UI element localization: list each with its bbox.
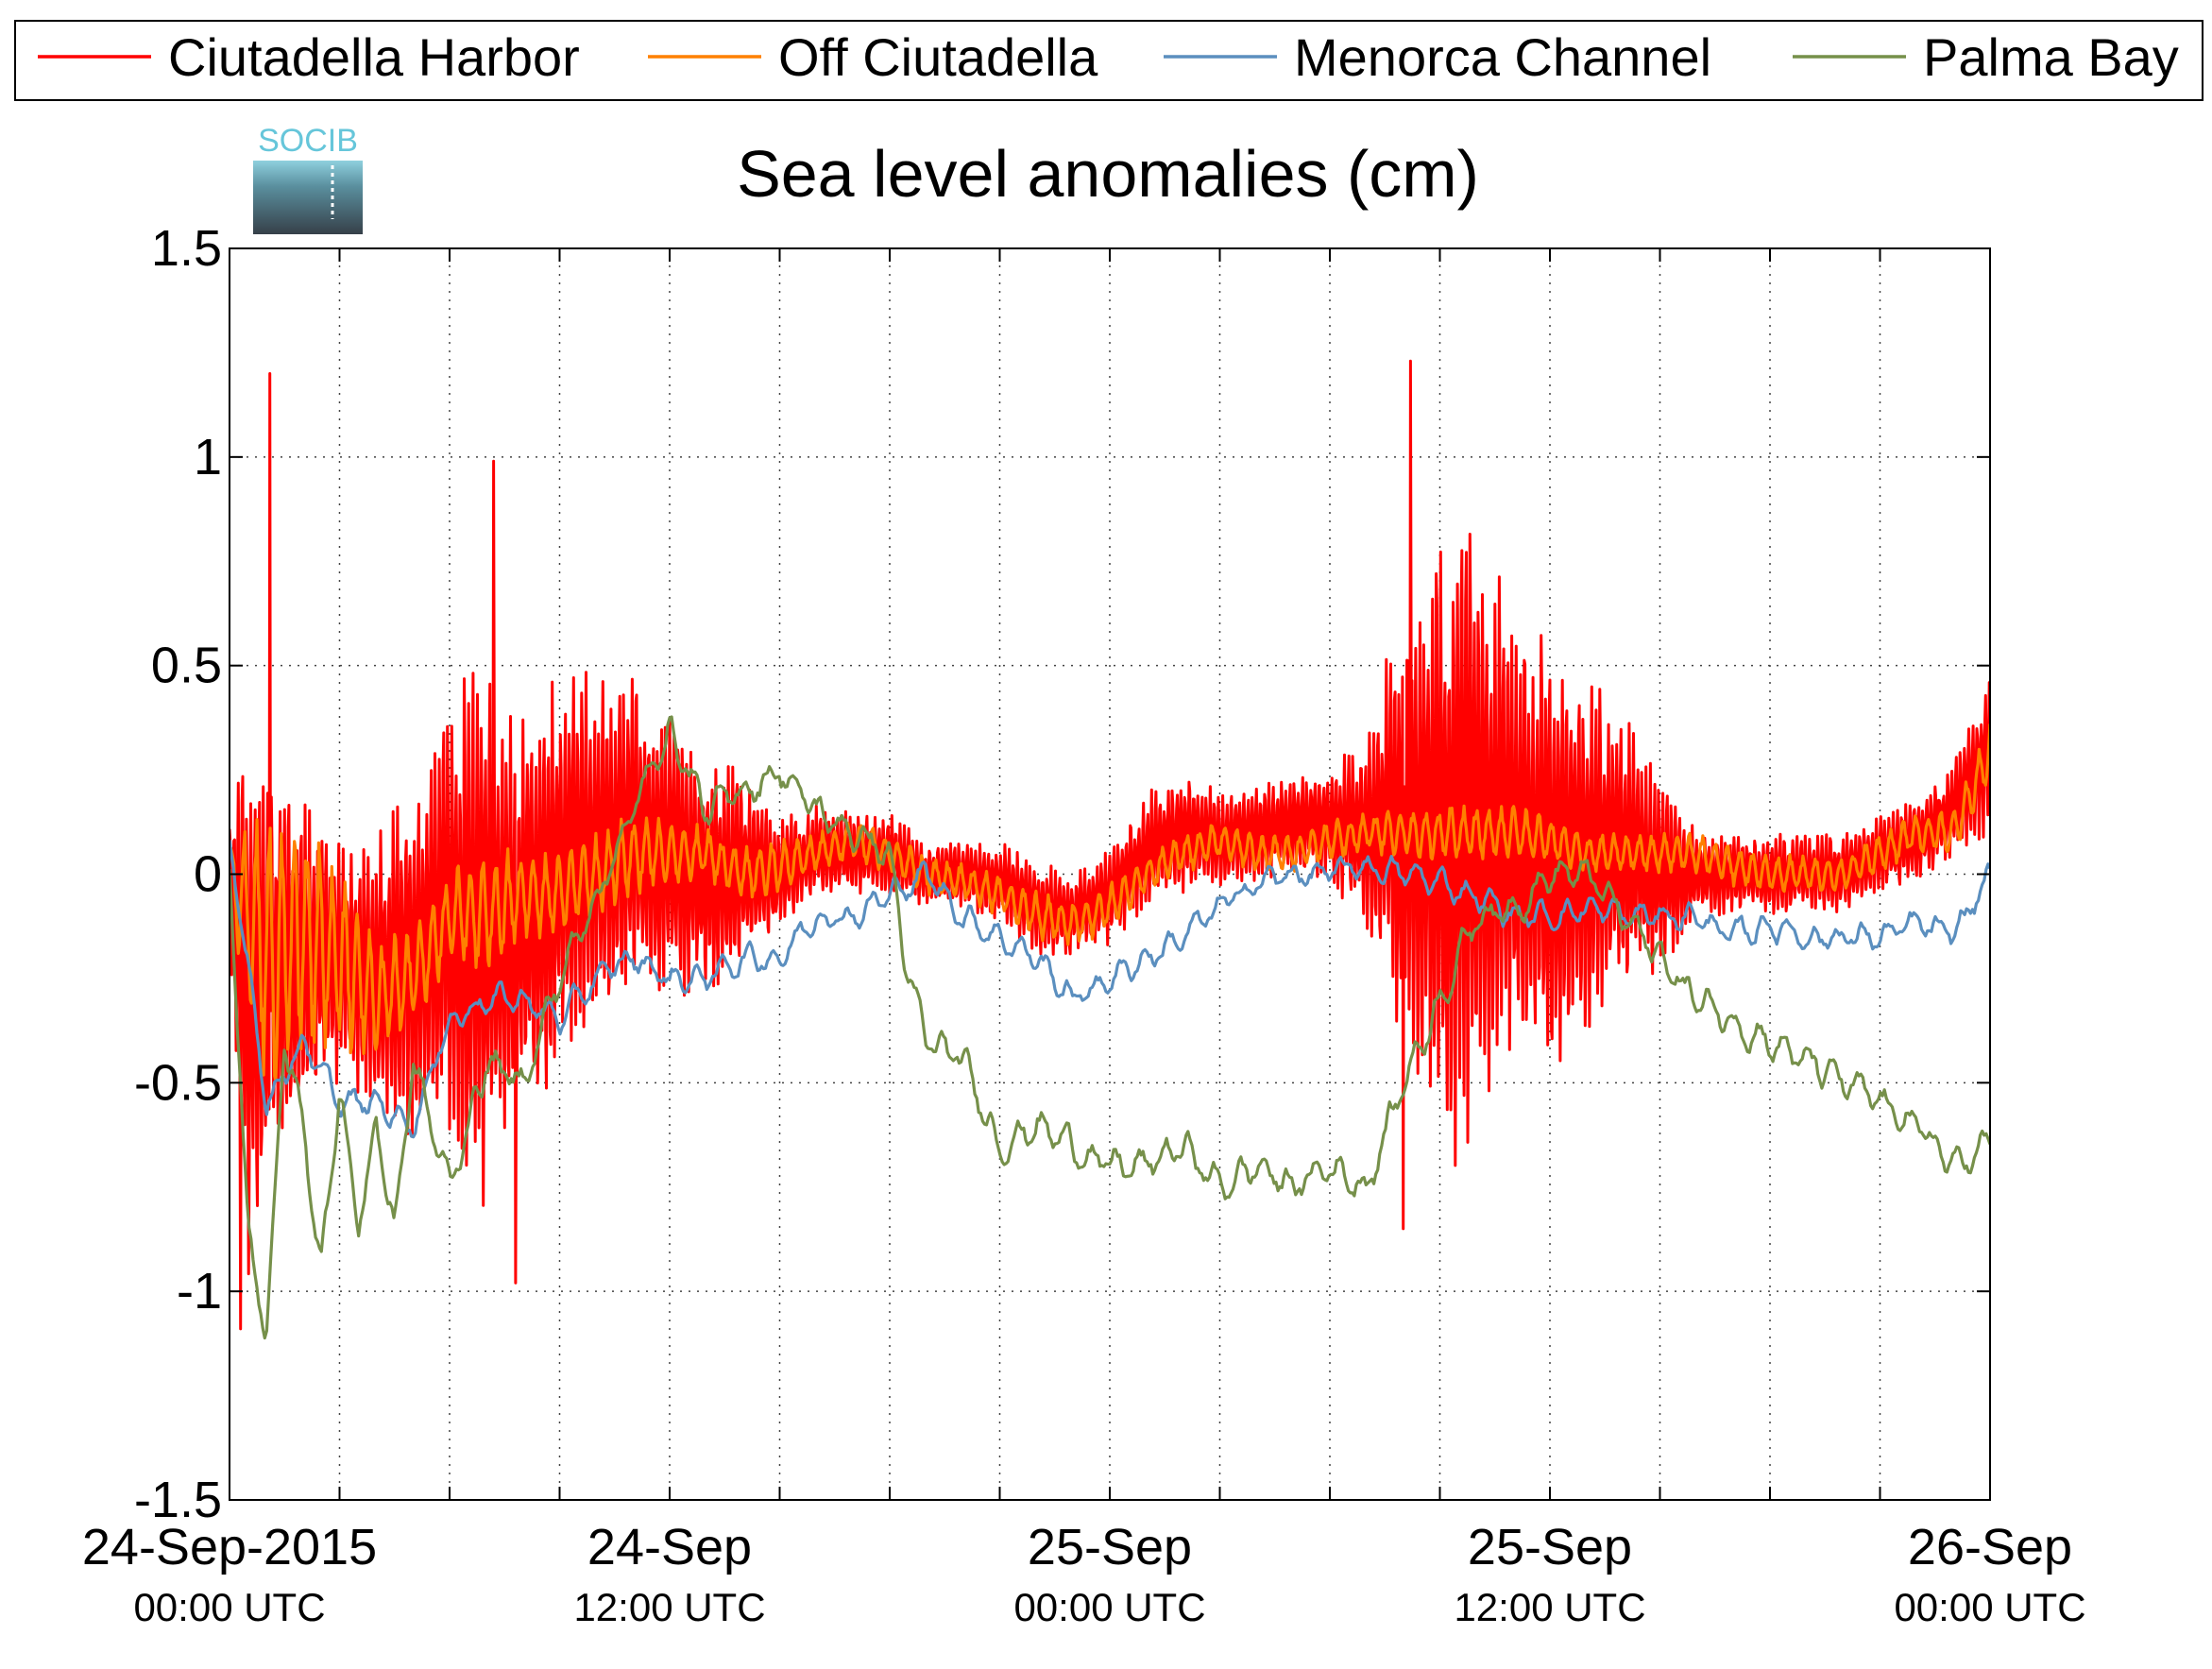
x-tick-sublabel: 12:00 UTC xyxy=(573,1585,765,1629)
legend-item: Palma Bay xyxy=(1793,27,2179,87)
y-tick-label: -1 xyxy=(177,1263,222,1320)
legend-item: Menorca Channel xyxy=(1164,27,1711,87)
x-tick-sublabel: 00:00 UTC xyxy=(1894,1585,2085,1629)
y-axis: 1.5 1 0.5 0 -0.5 -1 -1.5 xyxy=(134,220,222,1528)
y-tick-label: 0.5 xyxy=(151,638,222,694)
x-tick-label: 24-Sep-2015 xyxy=(82,1519,377,1575)
legend: Ciutadella Harbor Off Ciutadella Menorca C… xyxy=(14,20,2203,101)
legend-label: Ciutadella Harbor xyxy=(168,27,580,87)
legend-item: Ciutadella Harbor xyxy=(38,27,580,87)
legend-item: Off Ciutadella xyxy=(648,27,1098,87)
logo-wave-graphic xyxy=(253,161,363,234)
y-tick-label: 1 xyxy=(194,429,222,485)
logo-text: SOCIB xyxy=(258,123,358,159)
series-line-off-ciutadella xyxy=(230,724,1990,1082)
y-tick-label: 0 xyxy=(194,846,222,903)
y-tick-label: 1.5 xyxy=(151,220,222,277)
legend-label: Menorca Channel xyxy=(1294,27,1711,87)
x-tick-label: 24-Sep xyxy=(587,1519,752,1575)
x-tick-sublabel: 12:00 UTC xyxy=(1454,1585,1645,1629)
legend-box xyxy=(14,20,2203,101)
y-tick-label: -0.5 xyxy=(134,1054,222,1111)
x-tick-label: 25-Sep xyxy=(1468,1519,1632,1575)
series-line-ciutadella-harbor xyxy=(230,359,1990,1331)
series-group xyxy=(230,359,1990,1340)
x-tick-sublabel: 00:00 UTC xyxy=(1013,1585,1205,1629)
x-tick-label: 25-Sep xyxy=(1028,1519,1192,1575)
series-line-palma-bay xyxy=(230,715,1990,1340)
series-line-menorca-channel xyxy=(230,839,1990,1139)
tick-marks xyxy=(229,247,1991,1501)
y-tick-label: -1.5 xyxy=(134,1472,222,1528)
x-axis: 24-Sep-2015 00:00 UTC 24-Sep 12:00 UTC 25-Se… xyxy=(82,1519,2086,1629)
legend-label: Off Ciutadella xyxy=(778,27,1098,87)
x-tick-sublabel: 00:00 UTC xyxy=(133,1585,325,1629)
chart-title: Sea level anomalies (cm) xyxy=(737,137,1479,211)
legend-label: Palma Bay xyxy=(1923,27,2179,87)
x-tick-label: 26-Sep xyxy=(1908,1519,2072,1575)
socib-logo: SOCIB xyxy=(253,123,363,234)
